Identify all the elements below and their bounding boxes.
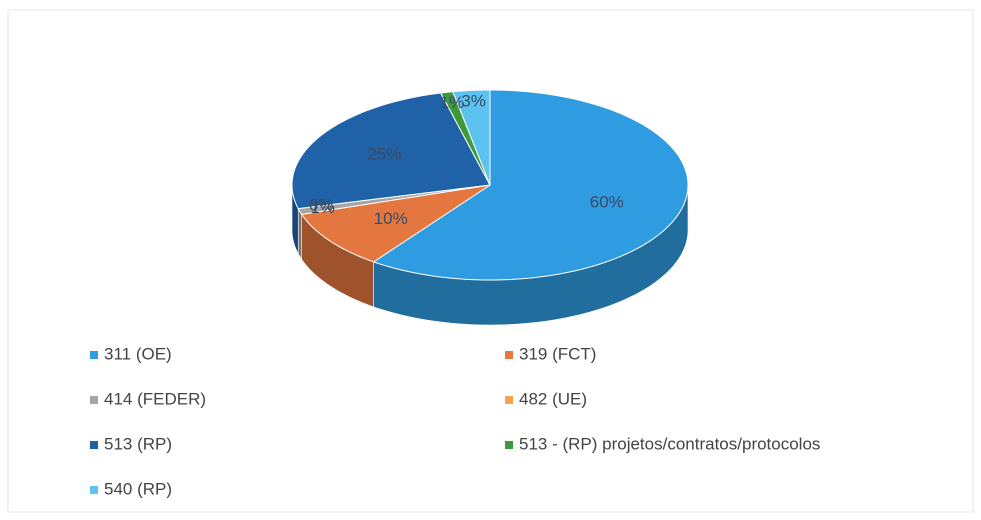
legend-label: 319 (FCT)	[519, 344, 596, 363]
legend-swatch	[505, 441, 513, 449]
legend-swatch	[90, 351, 98, 359]
pie-slice	[300, 184, 491, 263]
data-label: 0%	[309, 195, 334, 214]
pie-slice	[291, 92, 491, 210]
pie-slice	[452, 89, 491, 186]
legend-swatch	[90, 396, 98, 404]
pie-side	[297, 207, 302, 261]
data-label: 10%	[374, 209, 408, 228]
legend-swatch	[505, 351, 513, 359]
data-label: 1%	[310, 198, 335, 217]
data-label: 60%	[590, 193, 624, 212]
legend-swatch	[90, 441, 98, 449]
legend-swatch	[90, 486, 98, 494]
legend-label: 482 (UE)	[519, 389, 587, 408]
legend-label: 513 (RP)	[104, 434, 172, 453]
data-label: 3%	[461, 91, 486, 110]
legend-label: 311 (OE)	[104, 344, 172, 363]
legend-label: 540 (RP)	[104, 479, 172, 498]
data-label: 1%	[440, 93, 465, 112]
legend-label: 513 - (RP) projetos/contratos/protocolos	[519, 434, 820, 453]
pie-slice	[372, 89, 689, 281]
legend-label: 414 (FEDER)	[104, 389, 206, 408]
data-label: 25%	[367, 145, 401, 164]
legend-swatch	[505, 396, 513, 404]
